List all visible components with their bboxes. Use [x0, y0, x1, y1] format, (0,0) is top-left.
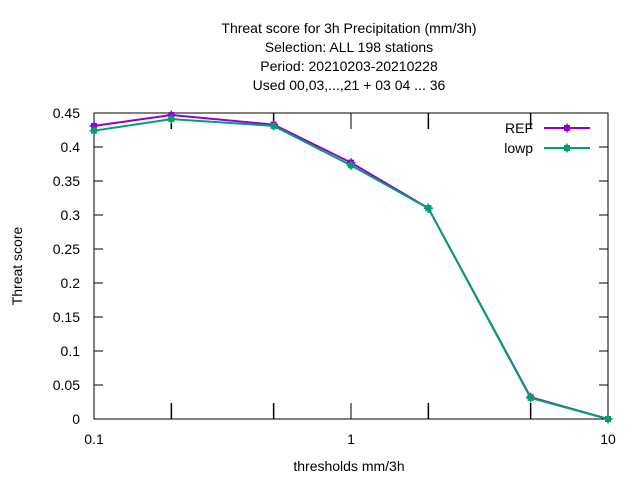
x-tick-label: 0.1 — [84, 431, 104, 447]
y-tick-label: 0.25 — [53, 241, 80, 257]
chart-title: Threat score for 3h Precipitation (mm/3h… — [221, 20, 476, 93]
y-axis-label: Threat score — [9, 226, 25, 305]
y-tick-label: 0.05 — [53, 377, 80, 393]
axes: 0 0.05 0.1 0.15 0.2 0.25 0.3 0.35 0.4 0.45 0.1 1 10 — [53, 105, 616, 447]
legend-label-ref: REF — [505, 120, 533, 136]
data-point-lowp — [423, 203, 433, 213]
data-point-lowp — [526, 393, 536, 403]
legend-marker-ref — [562, 123, 572, 133]
title-line-3: Period: 20210203-20210228 — [260, 58, 438, 74]
data-point-lowp — [89, 126, 99, 136]
y-tick-label: 0.1 — [61, 343, 81, 359]
y-tick-label: 0.4 — [61, 139, 81, 155]
y-tick-label: 0.3 — [61, 207, 81, 223]
y-tick-label: 0.35 — [53, 173, 80, 189]
title-line-2: Selection: ALL 198 stations — [265, 39, 433, 55]
legend-label-lowp: lowp — [504, 140, 533, 156]
data-point-lowp — [166, 114, 176, 124]
x-tick-label: 1 — [347, 431, 355, 447]
series-layer — [89, 110, 613, 424]
data-point-lowp — [346, 160, 356, 170]
y-tick-label: 0 — [72, 411, 80, 427]
x-tick-label: 10 — [600, 431, 616, 447]
x-axis-label: thresholds mm/3h — [293, 458, 404, 474]
y-tick-label: 0.2 — [61, 275, 81, 291]
y-tick-label: 0.45 — [53, 105, 80, 121]
title-line-4: Used 00,03,...,21 + 03 04 ... 36 — [253, 77, 446, 93]
data-point-lowp — [603, 414, 613, 424]
legend-marker-lowp — [562, 143, 572, 153]
data-point-lowp — [269, 121, 279, 131]
title-line-1: Threat score for 3h Precipitation (mm/3h… — [221, 20, 476, 36]
legend: REF lowp — [504, 120, 590, 156]
y-tick-label: 0.15 — [53, 309, 80, 325]
